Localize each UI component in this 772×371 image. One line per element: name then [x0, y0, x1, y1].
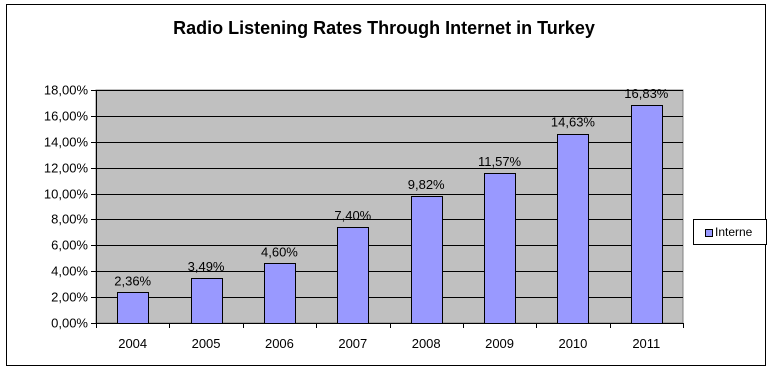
bar — [484, 173, 516, 324]
x-tick-label: 2010 — [558, 336, 587, 351]
legend-swatch — [705, 229, 713, 237]
bar — [264, 263, 296, 324]
y-tick-label: 18,00% — [44, 83, 89, 98]
chart-title: Radio Listening Rates Through Internet i… — [173, 18, 595, 38]
x-tick-label: 2006 — [265, 336, 294, 351]
x-tick-label: 2008 — [412, 336, 441, 351]
y-tick-label: 10,00% — [44, 187, 89, 202]
chart-legend: Interne — [693, 219, 767, 245]
bar — [191, 278, 223, 324]
y-tick-label: 8,00% — [51, 212, 88, 227]
bar — [557, 134, 589, 324]
legend-label: Interne — [715, 225, 753, 239]
bar — [631, 105, 663, 324]
bar — [337, 227, 369, 324]
data-label: 4,60% — [261, 244, 298, 259]
y-tick-label: 16,00% — [44, 109, 89, 124]
x-tick-label: 2004 — [118, 336, 147, 351]
y-tick-label: 2,00% — [51, 290, 88, 305]
y-tick-label: 12,00% — [44, 161, 89, 176]
bar — [117, 292, 149, 324]
x-tick-label: 2009 — [485, 336, 514, 351]
y-tick-label: 14,00% — [44, 135, 89, 150]
data-label: 16,83% — [624, 86, 669, 101]
bar — [411, 196, 443, 324]
data-label: 9,82% — [408, 177, 445, 192]
data-label: 2,36% — [114, 273, 151, 288]
y-tick-label: 6,00% — [51, 238, 88, 253]
data-label: 11,57% — [478, 154, 522, 169]
x-tick-label: 2005 — [192, 336, 221, 351]
y-tick-label: 4,00% — [51, 264, 88, 279]
data-label: 7,40% — [334, 208, 371, 223]
x-tick-label: 2011 — [632, 336, 660, 351]
data-label: 3,49% — [188, 259, 225, 274]
x-tick-label: 2007 — [338, 336, 367, 351]
data-label: 14,63% — [551, 115, 596, 130]
y-tick-label: 0,00% — [51, 316, 88, 331]
